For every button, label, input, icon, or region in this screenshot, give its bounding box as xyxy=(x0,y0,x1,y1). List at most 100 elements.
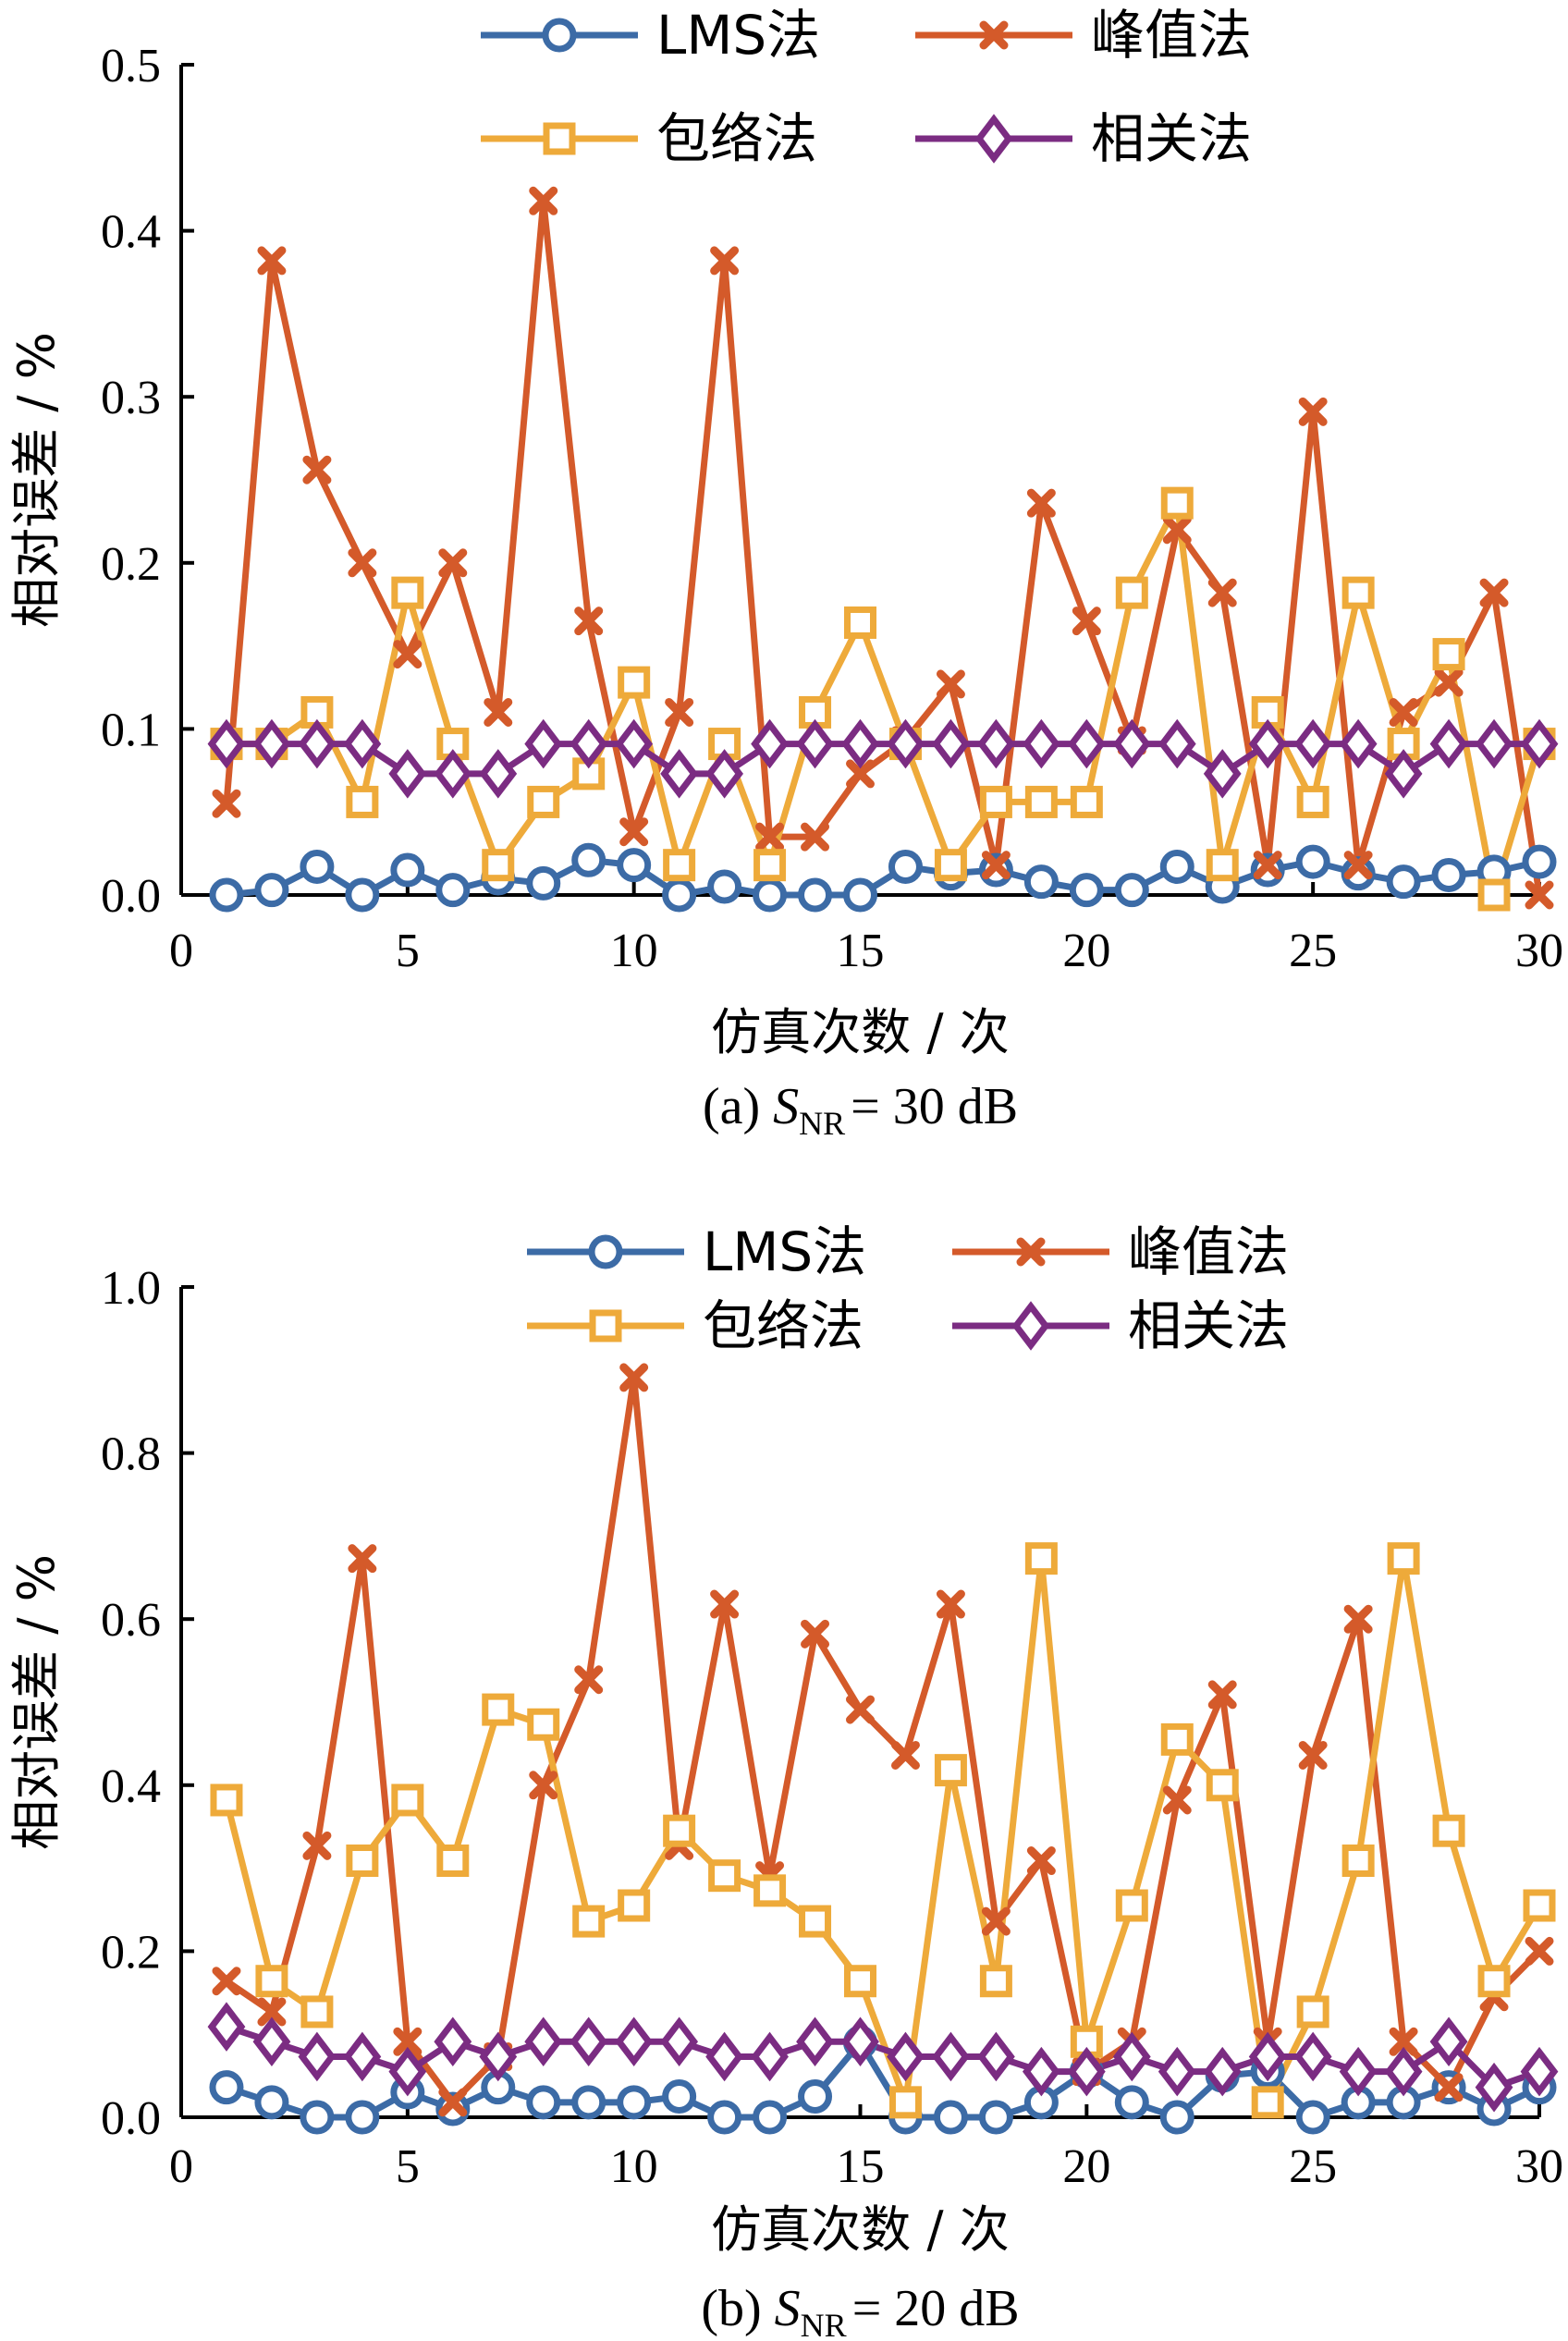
data-point-1 xyxy=(393,640,423,669)
x-tick-label: 5 xyxy=(396,2140,420,2193)
x-tick-label: 0 xyxy=(169,2140,193,2193)
data-point-1 xyxy=(890,1740,920,1770)
data-point-3 xyxy=(1293,2031,1332,2082)
y-tick-label: 0.2 xyxy=(101,1926,161,1979)
data-point-1 xyxy=(801,822,830,852)
y-tick-label: 0.2 xyxy=(101,538,161,591)
data-point-3 xyxy=(660,749,699,799)
data-point-0 xyxy=(707,869,742,904)
data-point-3 xyxy=(252,2016,291,2067)
data-point-1 xyxy=(665,697,694,727)
data-point-1 xyxy=(936,669,965,699)
legend-marker xyxy=(543,122,576,155)
data-point-1 xyxy=(710,246,740,276)
data-point-0 xyxy=(843,877,877,913)
y-tick-label: 0.1 xyxy=(101,704,161,756)
data-point-3 xyxy=(1112,2031,1151,2082)
data-point-2 xyxy=(1115,576,1148,609)
data-point-3 xyxy=(479,749,518,799)
data-point-3 xyxy=(524,2016,563,2067)
data-point-2 xyxy=(1387,1542,1420,1575)
data-point-3 xyxy=(434,2016,472,2067)
data-point-1 xyxy=(529,1771,558,1800)
x-tick-label: 10 xyxy=(610,925,658,977)
data-point-2 xyxy=(1477,1965,1511,1998)
data-point-2 xyxy=(618,1889,651,1922)
data-point-3 xyxy=(1022,718,1060,769)
data-point-3 xyxy=(252,718,291,769)
data-point-2 xyxy=(1024,785,1058,818)
data-point-3 xyxy=(705,2031,744,2082)
data-point-1 xyxy=(348,1544,377,1574)
data-point-0 xyxy=(1023,864,1059,900)
data-point-3 xyxy=(1158,718,1196,769)
data-point-1 xyxy=(1343,1604,1373,1634)
chart-panel-b: 0.0 0.2 0.4 0.6 0.8 1.0 0 5 10 15 20 25 30 仿真次数 / 次 相对… xyxy=(7,1220,1563,2341)
data-point-2 xyxy=(1160,486,1194,520)
data-point-1 xyxy=(1389,2027,1418,2056)
data-point-1 xyxy=(710,1589,740,1619)
data-point-0 xyxy=(1295,2100,1330,2135)
x-tick-label: 0 xyxy=(169,925,193,977)
legend-marker xyxy=(1011,1301,1050,1351)
data-point-3 xyxy=(1022,2046,1060,2097)
data-point-3 xyxy=(343,2031,382,2082)
data-point-3 xyxy=(434,749,472,799)
data-point-2 xyxy=(663,1814,696,1847)
data-point-3 xyxy=(1248,2031,1287,2082)
data-point-0 xyxy=(300,849,335,884)
data-point-0 xyxy=(300,2100,335,2135)
data-point-0 xyxy=(617,2085,652,2120)
data-point-2 xyxy=(1115,1889,1148,1922)
y-axis-label: 相对误差 / % xyxy=(7,1554,66,1850)
y-tick-label: 0.6 xyxy=(101,1594,161,1647)
data-point-3 xyxy=(705,749,744,799)
x-tick-label: 5 xyxy=(396,925,420,977)
data-point-2 xyxy=(708,1859,741,1893)
legend-label: 包络法 xyxy=(656,107,817,170)
data-point-1 xyxy=(1389,697,1418,727)
x-tick-label: 20 xyxy=(1062,2140,1110,2193)
data-point-3 xyxy=(796,718,834,769)
data-point-3 xyxy=(1339,2046,1378,2097)
data-point-0 xyxy=(753,2100,788,2135)
y-tick-label: 0.4 xyxy=(101,206,161,259)
data-point-1 xyxy=(302,455,332,484)
x-tick-label: 15 xyxy=(837,925,885,977)
data-point-1 xyxy=(574,1665,604,1695)
data-point-1 xyxy=(981,1906,1011,1936)
series-line-2 xyxy=(226,499,1543,899)
data-point-1 xyxy=(1162,515,1192,545)
legend-label: 包络法 xyxy=(703,1294,864,1357)
y-axis-label: 相对误差 / % xyxy=(7,332,66,628)
data-point-0 xyxy=(1522,844,1557,879)
data-point-3 xyxy=(976,718,1015,769)
data-point-3 xyxy=(1384,2046,1423,2097)
data-point-0 xyxy=(435,873,471,908)
data-point-1 xyxy=(212,1967,241,1996)
data-point-0 xyxy=(933,2100,968,2135)
data-point-1 xyxy=(1207,578,1237,607)
x-tick-label: 30 xyxy=(1515,2140,1563,2193)
data-point-3 xyxy=(207,718,246,769)
data-point-3 xyxy=(298,718,337,769)
data-point-0 xyxy=(707,2100,742,2135)
data-point-0 xyxy=(798,877,833,913)
data-point-3 xyxy=(932,2031,970,2082)
data-point-1 xyxy=(1525,1936,1554,1966)
data-point-2 xyxy=(1341,576,1375,609)
data-point-2 xyxy=(1251,2086,1284,2119)
data-point-1 xyxy=(1479,578,1509,607)
data-point-3 xyxy=(1067,2046,1106,2097)
data-point-3 xyxy=(751,2031,789,2082)
x-tick-label: 20 xyxy=(1062,925,1110,977)
data-point-2 xyxy=(210,1783,243,1817)
data-point-3 xyxy=(1203,2046,1242,2097)
data-point-2 xyxy=(1206,1769,1239,1802)
data-point-2 xyxy=(255,1965,288,1998)
data-point-2 xyxy=(1296,1995,1329,2028)
data-point-2 xyxy=(527,1708,560,1741)
data-point-0 xyxy=(254,873,289,908)
data-point-3 xyxy=(479,2031,518,2082)
data-point-1 xyxy=(1525,880,1554,910)
